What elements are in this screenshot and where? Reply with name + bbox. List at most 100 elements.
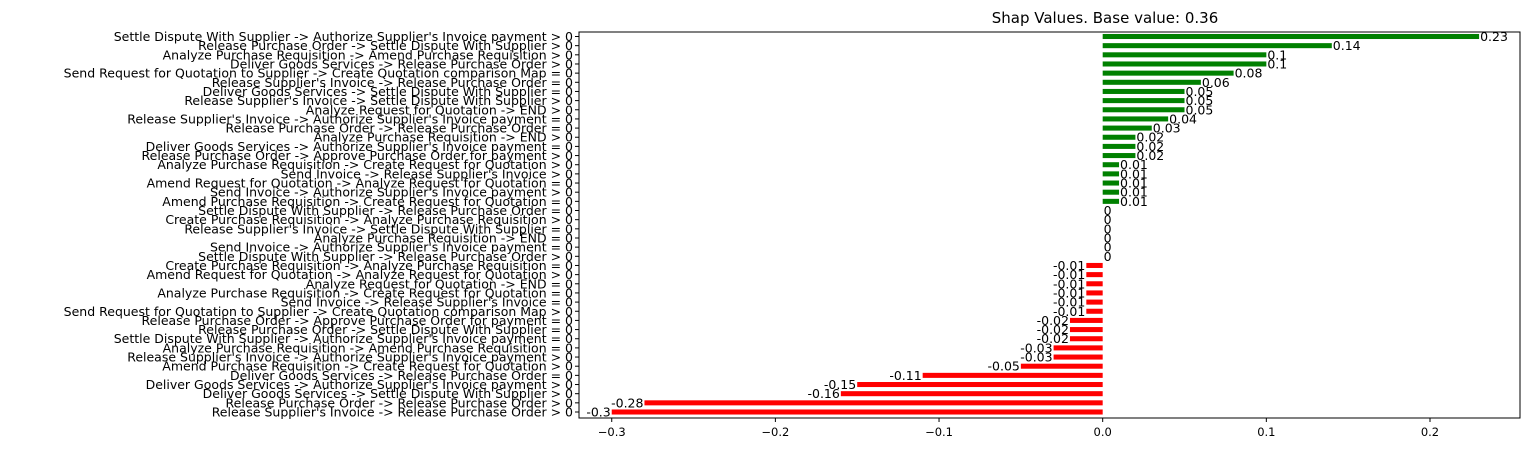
category-label: Amend Request for Quotation -> Analyze R… bbox=[147, 267, 573, 282]
chart-title: Shap Values. Base value: 0.36 bbox=[992, 9, 1219, 27]
x-axis-ticks-group: −0.3 −0.2 −0.1 0.0 0.1 0.2 bbox=[598, 418, 1439, 439]
bar bbox=[1102, 79, 1201, 85]
bar bbox=[611, 409, 1103, 415]
category-label: Release Purchase Order -> Approve Purcha… bbox=[142, 148, 573, 163]
category-label: Release Supplier's Invoice -> Authorize … bbox=[127, 111, 573, 126]
value-label: -0.16 bbox=[807, 386, 839, 401]
category-label: Release Supplier's Invoice -> Settle Dis… bbox=[184, 93, 573, 108]
category-label: Settle Dispute With Supplier -> Authoriz… bbox=[114, 331, 573, 346]
category-label: Deliver Goods Services -> Release Purcha… bbox=[230, 56, 573, 71]
value-label: -0.11 bbox=[889, 368, 921, 383]
value-label: 0.08 bbox=[1235, 66, 1263, 81]
value-label: -0.01 bbox=[1053, 285, 1085, 300]
value-label: 0.01 bbox=[1120, 194, 1148, 209]
category-label: Settle Dispute With Supplier -> Release … bbox=[198, 203, 573, 218]
bar bbox=[1053, 345, 1103, 351]
value-label: 0.05 bbox=[1186, 93, 1214, 108]
value-label: 0 bbox=[1104, 212, 1112, 227]
value-label: -0.05 bbox=[988, 359, 1020, 374]
value-label: 0.05 bbox=[1186, 102, 1214, 117]
category-label: Release Purchase Order -> Settle Dispute… bbox=[198, 38, 573, 53]
category-label: Send Request for Quotation to Supplier -… bbox=[64, 304, 573, 319]
value-label: -0.3 bbox=[586, 405, 610, 420]
category-label: Release Purchase Order -> Release Purcha… bbox=[226, 395, 573, 410]
category-label: Analyze Purchase Requisition -> Amend Pu… bbox=[163, 47, 573, 62]
category-label: Amend Request for Quotation -> Analyze R… bbox=[147, 176, 573, 191]
value-label: -0.01 bbox=[1053, 304, 1085, 319]
bar bbox=[1102, 98, 1185, 104]
category-label: Release Supplier's Invoice -> Release Pu… bbox=[212, 75, 573, 90]
bar bbox=[1086, 299, 1103, 305]
value-label: 0.01 bbox=[1120, 157, 1148, 172]
value-label: 0.05 bbox=[1186, 84, 1214, 99]
bar bbox=[1102, 171, 1120, 177]
value-label: 0.01 bbox=[1120, 185, 1148, 200]
value-label: -0.02 bbox=[1037, 313, 1069, 328]
bar bbox=[1086, 290, 1103, 296]
category-label: Send Request for Quotation to Supplier -… bbox=[64, 66, 573, 81]
category-label: Release Purchase Order -> Approve Purcha… bbox=[142, 313, 573, 328]
value-label: 0.02 bbox=[1136, 139, 1164, 154]
value-label: 0 bbox=[1104, 230, 1112, 245]
value-labels-group: 0.230.140.10.10.080.060.050.050.050.040.… bbox=[586, 29, 1508, 420]
bar bbox=[1102, 107, 1185, 113]
bar bbox=[1086, 272, 1103, 278]
category-label: Send Invoice -> Release Supplier's Invoi… bbox=[281, 166, 573, 181]
category-label: Analyze Purchase Requisition -> Create R… bbox=[157, 157, 573, 172]
category-label: Analyze Purchase Requisition -> END = 0 bbox=[314, 230, 573, 245]
bar bbox=[1102, 33, 1480, 40]
x-tick-label: −0.1 bbox=[925, 425, 953, 439]
category-label: Send Invoice -> Authorize Supplier's Inv… bbox=[210, 185, 573, 200]
category-label: Analyze Purchase Requisition -> Amend Pu… bbox=[163, 340, 573, 355]
bar bbox=[1102, 61, 1267, 67]
category-label: Release Supplier's Invoice -> Authorize … bbox=[127, 350, 573, 365]
value-label: 0.1 bbox=[1267, 47, 1287, 62]
bar bbox=[1086, 262, 1103, 268]
bar bbox=[1086, 308, 1103, 314]
value-label: 0.06 bbox=[1202, 75, 1230, 90]
value-label: 0.23 bbox=[1480, 29, 1508, 44]
category-label: Analyze Purchase Requisition -> END > 0 bbox=[314, 130, 573, 145]
value-label: 0.02 bbox=[1136, 130, 1164, 145]
x-tick-label: 0.2 bbox=[1421, 425, 1439, 439]
bar bbox=[857, 382, 1103, 388]
bar bbox=[922, 372, 1103, 378]
bar bbox=[840, 391, 1103, 397]
value-label: 0.1 bbox=[1267, 56, 1287, 71]
bar bbox=[1102, 43, 1332, 49]
bar bbox=[1102, 180, 1120, 186]
value-label: 0.03 bbox=[1153, 121, 1181, 136]
category-label: Deliver Goods Services -> Settle Dispute… bbox=[203, 386, 573, 401]
value-label: 0.01 bbox=[1120, 166, 1148, 181]
category-label: Release Supplier's Invoice -> Settle Dis… bbox=[184, 221, 573, 236]
value-label: -0.03 bbox=[1020, 340, 1052, 355]
bar bbox=[1069, 336, 1103, 342]
bar bbox=[1102, 70, 1234, 76]
value-label: 0.02 bbox=[1136, 148, 1164, 163]
bar bbox=[1102, 143, 1136, 149]
value-label: -0.03 bbox=[1020, 350, 1052, 365]
category-label: Deliver Goods Services -> Authorize Supp… bbox=[146, 377, 573, 392]
bar bbox=[1102, 88, 1185, 94]
value-label: 0 bbox=[1104, 221, 1112, 236]
category-label: Deliver Goods Services -> Authorize Supp… bbox=[146, 139, 573, 154]
category-label: Release Purchase Order -> Settle Dispute… bbox=[198, 322, 573, 337]
category-label: Release Supplier's Invoice -> Release Pu… bbox=[212, 405, 573, 420]
value-label: -0.01 bbox=[1053, 295, 1085, 310]
category-label: Deliver Goods Services -> Settle Dispute… bbox=[203, 84, 573, 99]
bar bbox=[1102, 189, 1120, 195]
plot-frame bbox=[578, 31, 1521, 419]
category-labels-group: Settle Dispute With Supplier -> Authoriz… bbox=[64, 29, 579, 420]
value-label: 0 bbox=[1104, 249, 1112, 264]
category-label: Settle Dispute With Supplier -> Authoriz… bbox=[114, 29, 573, 44]
bar bbox=[1102, 198, 1120, 204]
value-label: 0 bbox=[1104, 240, 1112, 255]
category-label: Analyze Request for Quotation -> END = 0 bbox=[306, 276, 573, 291]
category-label: Send Invoice -> Authorize Supplier's Inv… bbox=[210, 240, 573, 255]
category-label: Amend Purchase Requisition -> Create Req… bbox=[162, 194, 573, 209]
x-tick-label: −0.3 bbox=[598, 425, 626, 439]
value-label: -0.02 bbox=[1037, 331, 1069, 346]
bar bbox=[1102, 162, 1120, 168]
value-label: 0.04 bbox=[1169, 111, 1197, 126]
category-label: Send Invoice -> Release Supplier's Invoi… bbox=[281, 295, 573, 310]
